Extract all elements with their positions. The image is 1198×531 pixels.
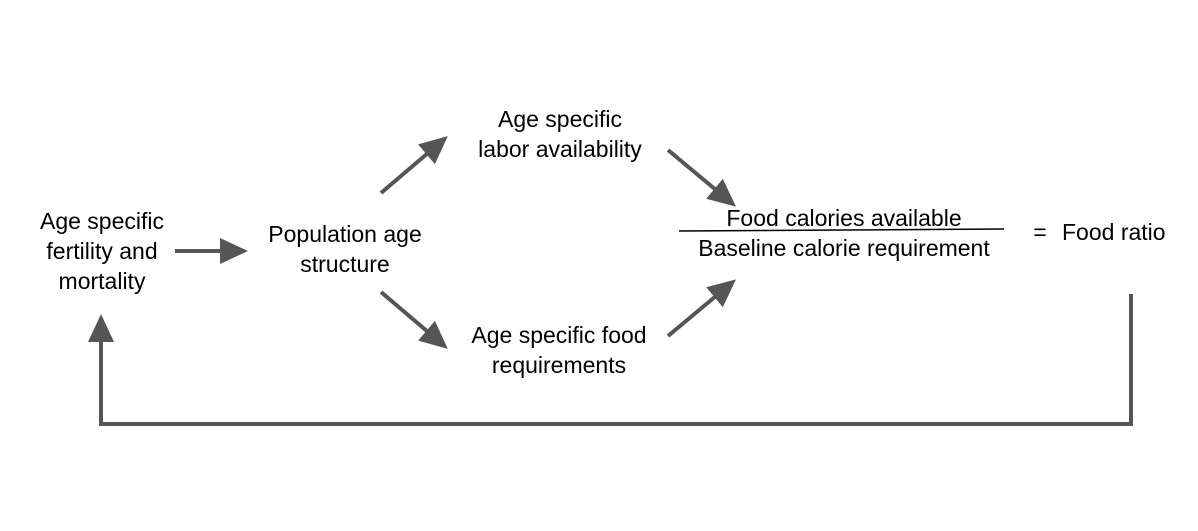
node-population-line1: Population age [268,221,422,247]
arrow-feedback-food-ratio-to-fertility [88,294,1133,426]
fraction-numerator: Food calories available [680,203,1008,233]
equals-sign: = [1028,217,1052,247]
arrow-labor-to-fraction [666,148,736,207]
node-labor-line2: labor availability [478,136,642,162]
fraction-denominator-text: Baseline calorie requirement [698,235,990,261]
fraction-denominator: Baseline calorie requirement [676,233,1012,263]
node-food-requirements-line2: requirements [491,352,627,378]
arrow-population-to-labor [379,136,448,195]
node-age-specific-fertility-mortality: Age specific fertility and mortality [22,206,182,296]
node-labor-line1: Age specific [497,106,622,132]
node-population-line2: structure [300,251,390,277]
node-age-specific-food-requirements: Age specific food requirements [450,320,668,380]
equals-sign-text: = [1033,219,1047,245]
node-food-ratio: Food ratio [1062,217,1192,247]
node-age-specific-labor-availability: Age specific labor availability [455,104,665,164]
node-fertility-line3: mortality [58,268,146,294]
fraction-bar [678,228,1005,232]
fraction-numerator-text: Food calories available [726,205,962,231]
arrow-population-to-food-requirements [379,290,448,349]
node-fertility-line2: fertility and [46,238,158,264]
node-food-requirements-line1: Age specific food [471,322,647,348]
node-fertility-line1: Age specific [39,208,164,234]
node-population-age-structure: Population age structure [250,219,440,279]
arrow-food-requirements-to-fraction [666,279,736,338]
food-ratio-text: Food ratio [1062,219,1166,245]
